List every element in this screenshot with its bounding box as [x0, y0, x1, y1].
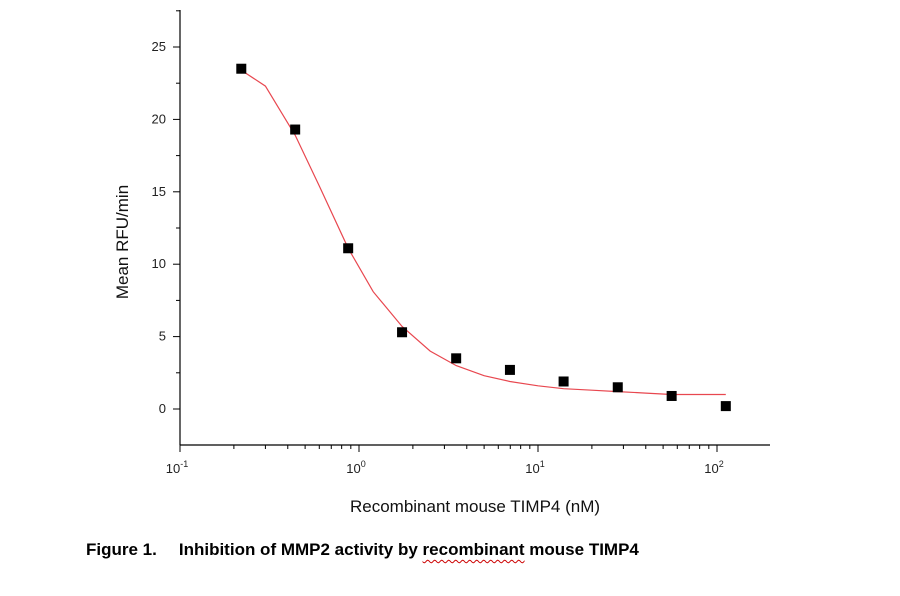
caption-text-start: Inhibition of MMP2 activity by	[178, 540, 423, 559]
y-tick-label: 25	[152, 39, 166, 54]
data-point	[720, 401, 731, 412]
figure-number: Figure 1.	[86, 540, 157, 559]
x-tick-label: 100	[346, 459, 365, 476]
data-point	[343, 243, 354, 254]
x-tick-label: 10-1	[166, 459, 188, 476]
y-axis: 0 5 10 15 20 25	[152, 10, 181, 445]
data-point	[397, 327, 408, 338]
data-point	[558, 376, 569, 387]
y-tick-label: 15	[152, 184, 166, 199]
fit-curve	[240, 69, 726, 396]
y-axis-title: Mean RFU/min	[113, 185, 132, 299]
data-point	[504, 364, 515, 375]
x-tick-label: 101	[525, 459, 544, 476]
y-tick-label: 5	[159, 329, 166, 344]
y-tick-label: 0	[159, 401, 166, 416]
caption-text-underlined: recombinant	[422, 540, 525, 559]
x-axis-title: Recombinant mouse TIMP4 (nM)	[350, 497, 600, 516]
data-point	[290, 124, 301, 135]
x-axis: 10-1 100 101 102	[166, 444, 770, 476]
data-point	[666, 390, 677, 401]
data-point	[612, 382, 623, 393]
data-point	[236, 63, 247, 74]
y-tick-label: 10	[152, 256, 166, 271]
y-tick-label: 20	[152, 111, 166, 126]
caption-text-end: mouse TIMP4	[524, 540, 639, 559]
data-point	[451, 353, 462, 364]
figure-caption: Figure 1. Inhibition of MMP2 activity by …	[86, 540, 639, 560]
x-tick-label: 102	[704, 459, 723, 476]
data-points	[236, 63, 731, 412]
